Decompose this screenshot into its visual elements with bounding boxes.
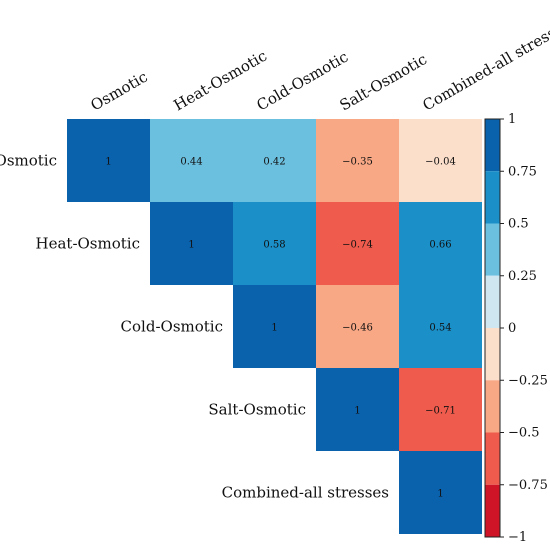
colorbar-segment: [485, 223, 500, 276]
colorbar-tick-label: 0: [508, 321, 516, 336]
cell-value-label: −0.71: [425, 406, 456, 417]
colorbar-tick-label: −0.25: [508, 373, 548, 388]
column-label: Cold-Osmotic: [254, 48, 352, 115]
cell-value-label: 1: [271, 323, 277, 334]
heatmap-cell[interactable]: [233, 119, 316, 202]
colorbar-segment: [485, 328, 500, 381]
heatmap-cell[interactable]: [150, 119, 233, 202]
heatmap-cell[interactable]: [399, 119, 482, 202]
colorbar-tick-label: −0.5: [508, 426, 540, 441]
colorbar-segment: [485, 432, 500, 485]
heatmap-cell[interactable]: [399, 451, 482, 534]
row-label: Combined-all stresses: [222, 484, 389, 502]
column-label: Heat-Osmotic: [171, 47, 270, 115]
colorbar-segment: [485, 380, 500, 433]
row-label: Salt-Osmotic: [208, 401, 306, 419]
column-label: Combined-all stresses: [420, 15, 550, 114]
heatmap-cell[interactable]: [399, 285, 482, 368]
cell-value-label: 1: [105, 157, 111, 168]
heatmap-cell[interactable]: [150, 202, 233, 285]
heatmap-cell[interactable]: [316, 202, 399, 285]
colorbar-tick-label: −0.75: [508, 478, 548, 493]
colorbar-tick-label: 0.25: [508, 269, 537, 284]
colorbar-tick-label: −1: [508, 530, 527, 545]
cell-value-label: 1: [354, 406, 360, 417]
colorbar-tick-label: 0.5: [508, 217, 529, 232]
cell-value-label: 0.44: [180, 157, 202, 168]
cell-value-label: −0.46: [342, 323, 373, 334]
column-label: Salt-Osmotic: [337, 50, 431, 114]
heatmap-cell[interactable]: [233, 202, 316, 285]
colorbar-segment: [485, 484, 500, 537]
heatmap-cell[interactable]: [233, 285, 316, 368]
heatmap-cell[interactable]: [316, 119, 399, 202]
row-label: Osmotic: [0, 152, 57, 170]
heatmap-cell[interactable]: [67, 119, 150, 202]
colorbar-segment: [485, 119, 500, 172]
row-label: Heat-Osmotic: [36, 235, 140, 253]
cell-value-label: −0.04: [425, 157, 456, 168]
cell-value-label: 0.66: [429, 240, 451, 251]
heatmap-cell[interactable]: [399, 368, 482, 451]
colorbar-tick-label: 0.75: [508, 164, 537, 179]
cell-value-label: 0.58: [263, 240, 285, 251]
column-label: Osmotic: [88, 68, 151, 115]
row-label: Cold-Osmotic: [121, 318, 223, 336]
cell-value-label: 1: [188, 240, 194, 251]
heatmap-cell[interactable]: [316, 368, 399, 451]
heatmap-cell[interactable]: [316, 285, 399, 368]
cell-value-label: −0.35: [342, 157, 373, 168]
colorbar-tick-label: 1: [508, 112, 516, 127]
colorbar-segment: [485, 171, 500, 224]
cell-value-label: 0.42: [263, 157, 285, 168]
cell-value-label: 0.54: [429, 323, 451, 334]
colorbar-segment: [485, 275, 500, 328]
cell-value-label: 1: [437, 489, 443, 500]
cell-value-label: −0.74: [342, 240, 373, 251]
heatmap-cell[interactable]: [399, 202, 482, 285]
